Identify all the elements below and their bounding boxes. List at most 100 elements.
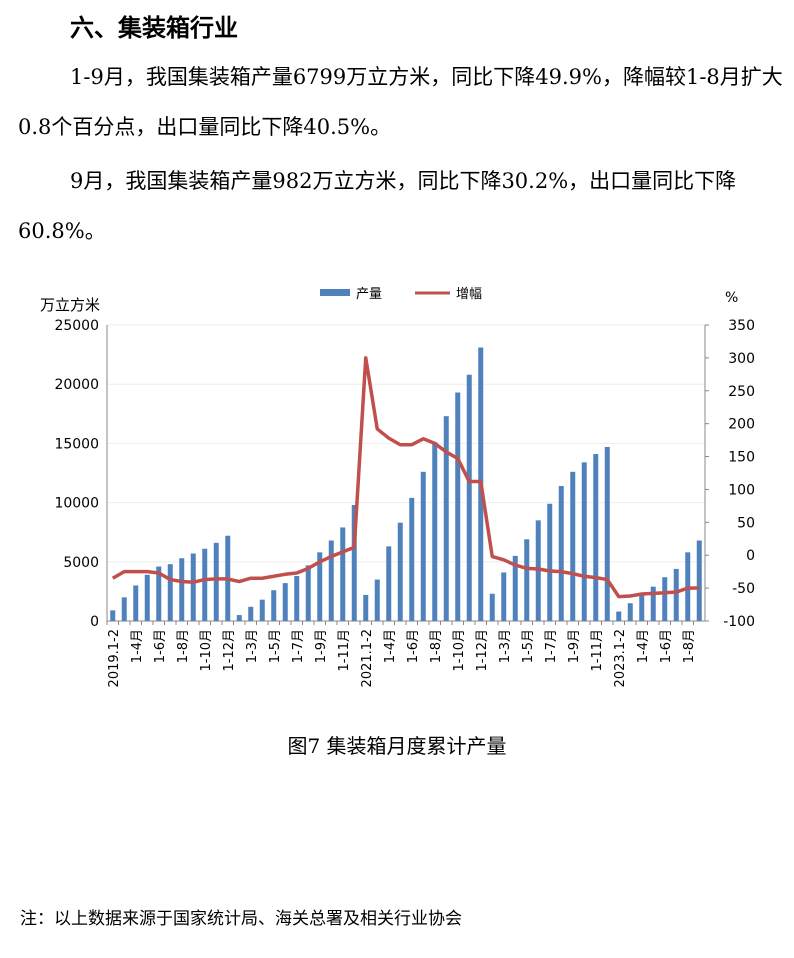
bar [305,565,311,621]
x-tick-label: 1-9月 [567,629,582,663]
bar [328,540,334,621]
left-tick-label: 25000 [54,318,99,334]
bar [213,542,219,621]
chart: 0 5000 10000 15000 20000 25000 -100 -50 0 50 100 15… [40,287,755,687]
x-tick-label: 1-7月 [291,629,306,663]
right-tick-label: 250 [728,384,755,400]
bar [363,594,369,621]
x-tick-label: 1-8月 [682,629,697,663]
bar [501,572,507,621]
bar [558,486,564,621]
bar [110,610,116,621]
bar [524,539,530,621]
x-tick-label: 2019.1-2 [107,629,122,687]
bar [374,579,380,621]
x-tick-label: 1-7月 [544,629,559,663]
bar [593,454,599,621]
right-tick-label: 150 [728,450,755,466]
paragraph-1: 1-9月，我国集装箱产量6799万立方米，同比下降49.9%，降幅较1-8月扩大… [18,65,783,139]
right-tick-label: 200 [728,417,755,433]
bar [133,585,139,621]
bar [616,611,622,621]
source-note: 注：以上数据来源于国家统计局、海关总署及相关行业协会 [20,909,462,929]
bar [420,471,426,621]
bar [351,504,357,621]
bar [662,577,668,621]
bar [673,568,679,621]
right-tick-label: 350 [728,318,755,334]
right-tick-label: 100 [728,482,755,498]
right-tick-label: 300 [728,351,755,367]
bar [121,597,127,621]
right-tick-label: -50 [732,581,755,597]
section-heading: 六、集装箱行业 [70,14,238,42]
left-tick-label: 5000 [63,555,99,571]
legend-bar-label: 产量 [356,287,382,302]
right-tick-label: 50 [737,515,755,531]
left-tick-label: 0 [90,614,99,630]
bar [282,583,288,621]
bar [294,576,300,621]
bar [271,590,277,621]
legend-line-label: 增幅 [456,287,482,302]
bar [179,558,185,621]
x-tick-label: 1-6月 [153,629,168,663]
x-tick-label: 1-9月 [314,629,329,663]
figure-caption: 图7 集装箱月度累计产量 [287,734,507,758]
x-tick-label: 2021.1-2 [360,629,375,687]
bar [317,552,323,621]
right-tick-label: 0 [746,548,755,564]
bar [512,555,518,621]
x-tick-label: 2023.1-2 [613,629,628,687]
bar [489,593,495,621]
x-tick-label: 1-12月 [222,629,237,672]
left-tick-label: 10000 [54,496,99,512]
x-tick-label: 1-4月 [383,629,398,663]
bar [466,374,472,621]
x-tick-label: 1-8月 [429,629,444,663]
x-tick-label: 1-11月 [590,629,605,672]
paragraph-2: 9月，我国集装箱产量982万立方米，同比下降30.2%，出口量同比下降60.8%… [18,169,737,243]
bar [581,462,587,621]
right-tick-label: -100 [723,614,755,630]
bar [236,615,242,621]
x-tick-label: 1-10月 [199,629,214,672]
x-tick-label: 1-3月 [245,629,260,663]
left-tick-label: 20000 [54,377,99,393]
bar [432,442,438,621]
x-tick-label: 1-11月 [337,629,352,672]
bar [547,503,553,621]
x-tick-label: 1-5月 [521,629,536,663]
x-tick-label: 1-4月 [636,629,651,663]
bar [340,527,346,621]
bar [650,586,656,621]
bar [409,497,415,621]
bar [248,606,254,621]
bar [259,599,265,621]
bar [639,593,645,621]
x-tick-label: 1-12月 [475,629,490,672]
left-axis-unit: 万立方米 [40,296,100,314]
bar [627,603,633,621]
bar [156,566,162,621]
x-tick-label: 1-6月 [406,629,421,663]
bar [397,522,403,621]
bar [144,574,150,621]
x-tick-label: 1-4月 [130,629,145,663]
x-tick-label: 1-6月 [659,629,674,663]
legend-bar-swatch [320,289,350,296]
growth-line [111,356,700,599]
bar [202,548,208,621]
bar [455,392,461,621]
bar [696,540,702,621]
bar [443,416,449,621]
bar [386,546,392,621]
x-tick-label: 1-3月 [498,629,513,663]
x-tick-label: 1-5月 [268,629,283,663]
bar [190,553,196,621]
bar [570,471,576,621]
bar [604,446,610,621]
x-tick-label: 1-10月 [452,629,467,672]
bar [167,564,173,621]
x-tick-label: 1-8月 [176,629,191,663]
